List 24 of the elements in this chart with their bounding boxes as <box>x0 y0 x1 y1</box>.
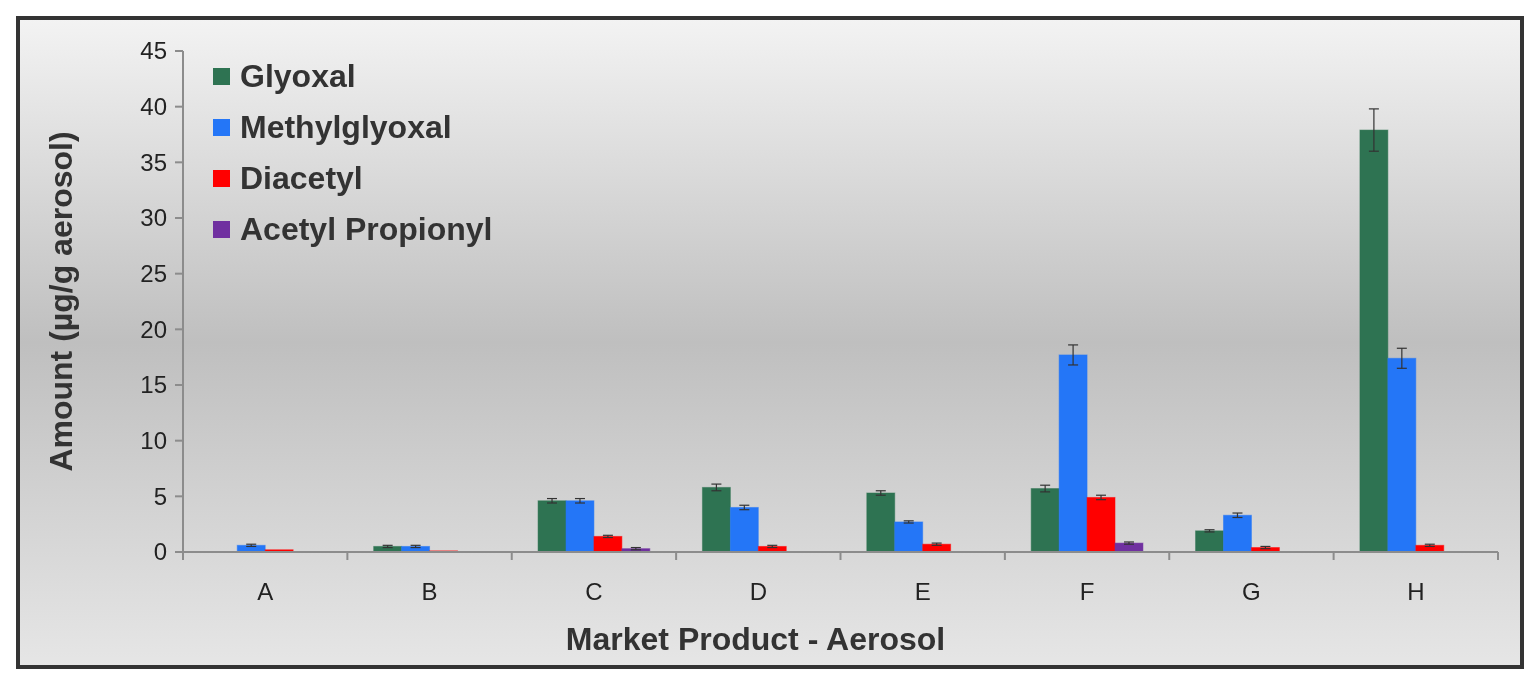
y-tick-label: 35 <box>140 148 167 176</box>
x-tick-label: G <box>1242 578 1261 605</box>
x-tick-label: B <box>421 578 438 605</box>
y-tick-label: 5 <box>153 482 167 510</box>
x-tick-label: C <box>585 578 603 605</box>
x-tick-label: E <box>914 578 931 605</box>
y-axis-title: Amount (µg/g aerosol) <box>43 131 79 472</box>
y-tick-label: 30 <box>140 204 167 232</box>
y-tick-label: 25 <box>140 260 167 288</box>
y-tick-label: 10 <box>140 427 167 455</box>
y-tick-label: 20 <box>140 315 167 343</box>
y-tick-label: 15 <box>140 371 167 399</box>
legend-label: Methylglyoxal <box>240 109 452 146</box>
legend-label: Glyoxal <box>240 58 356 95</box>
x-axis-title: Market Product - Aerosol <box>565 621 946 657</box>
y-tick-label: 40 <box>140 93 167 121</box>
x-tick-label: H <box>1407 578 1425 605</box>
x-tick-label: A <box>257 578 274 605</box>
legend-label: Diacetyl <box>240 160 363 197</box>
y-tick-label: 45 <box>140 37 167 65</box>
x-tick-label: F <box>1079 578 1095 605</box>
y-tick-label: 0 <box>153 538 167 566</box>
x-tick-label: D <box>749 578 767 605</box>
legend-label: Acetyl Propionyl <box>240 211 493 248</box>
